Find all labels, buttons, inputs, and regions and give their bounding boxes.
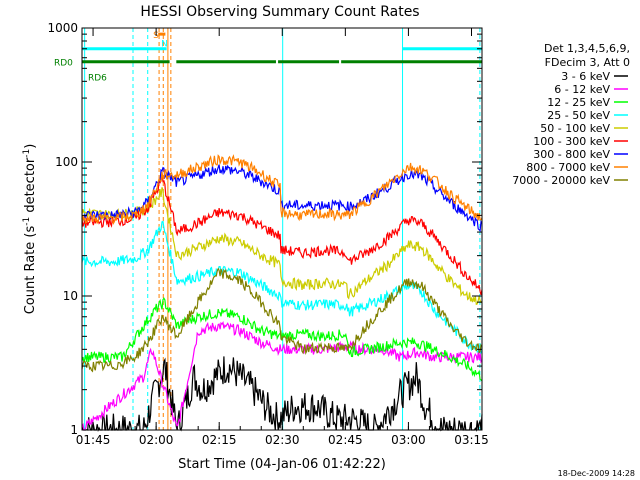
y-axis-label: Count Rate (s-1 detector-1) bbox=[22, 144, 38, 315]
x-tick-label-1: 02:00 bbox=[139, 433, 174, 447]
legend-label-6: 300 - 800 keV bbox=[533, 148, 610, 161]
legend-label-2: 12 - 25 keV bbox=[547, 96, 610, 109]
series-line-1 bbox=[81, 320, 483, 431]
plot-area: RD0 RD6 SN bbox=[54, 28, 483, 433]
series-line-2 bbox=[81, 297, 483, 382]
series-line-5 bbox=[81, 175, 483, 296]
x-axis-label: Start Time (04-Jan-06 01:42:22) bbox=[178, 457, 386, 472]
y-tick-label-1: 10 bbox=[63, 289, 78, 303]
series-line-7 bbox=[81, 154, 483, 225]
legend-header-line-2: FDecim 3, Att 0 bbox=[545, 56, 630, 69]
y-axis-label-sup1: -1 bbox=[22, 217, 32, 226]
y-axis-label-mid: detector bbox=[23, 157, 38, 217]
y-axis: 1 10 100 1000 bbox=[47, 21, 482, 437]
legend-label-3: 25 - 50 keV bbox=[547, 109, 610, 122]
legend-label-0: 3 - 6 keV bbox=[561, 70, 610, 83]
legend-header-line-1: Det 1,3,4,5,6,9, bbox=[544, 42, 630, 55]
legend-label-8: 7000 - 20000 keV bbox=[512, 174, 610, 187]
flag-label-s: S bbox=[153, 31, 159, 41]
legend-label-4: 50 - 100 keV bbox=[540, 122, 610, 135]
flag-label-rd6: RD6 bbox=[88, 73, 107, 83]
flag-label-n: N bbox=[161, 39, 168, 49]
legend-label-1: 6 - 12 keV bbox=[554, 83, 610, 96]
x-tick-label-0: 01:45 bbox=[76, 433, 111, 447]
chart-title: HESSI Observing Summary Count Rates bbox=[140, 4, 419, 20]
y-tick-label-3: 1000 bbox=[47, 21, 78, 35]
y-tick-label-2: 100 bbox=[55, 155, 78, 169]
x-tick-label-3: 02:30 bbox=[265, 433, 300, 447]
x-tick-label-2: 02:15 bbox=[202, 433, 237, 447]
x-tick-label-5: 03:00 bbox=[391, 433, 426, 447]
y-axis-label-sup2: -1 bbox=[22, 149, 32, 158]
flag-label-rd0: RD0 bbox=[54, 59, 73, 69]
series-line-8 bbox=[81, 267, 483, 373]
legend-label-7: 800 - 7000 keV bbox=[526, 161, 610, 174]
plot-frame bbox=[81, 27, 483, 431]
y-tick-label-0: 1 bbox=[70, 423, 78, 437]
footer-stamp: 18-Dec-2009 14:28 bbox=[558, 469, 635, 478]
y-axis-label-end: ) bbox=[23, 144, 38, 149]
x-tick-label-6: 03:15 bbox=[454, 433, 489, 447]
legend: Det 1,3,4,5,6,9, FDecim 3, Att 0 3 - 6 k… bbox=[512, 42, 630, 187]
series-line-6 bbox=[81, 164, 483, 232]
y-axis-label-main: Count Rate (s bbox=[23, 226, 38, 315]
series-line-0 bbox=[81, 356, 483, 433]
x-axis: 01:45 02:00 02:15 02:30 02:45 03:00 03:15 bbox=[76, 28, 489, 447]
x-tick-label-4: 02:45 bbox=[328, 433, 363, 447]
legend-label-5: 100 - 300 keV bbox=[533, 135, 610, 148]
series-line-4 bbox=[81, 187, 483, 306]
